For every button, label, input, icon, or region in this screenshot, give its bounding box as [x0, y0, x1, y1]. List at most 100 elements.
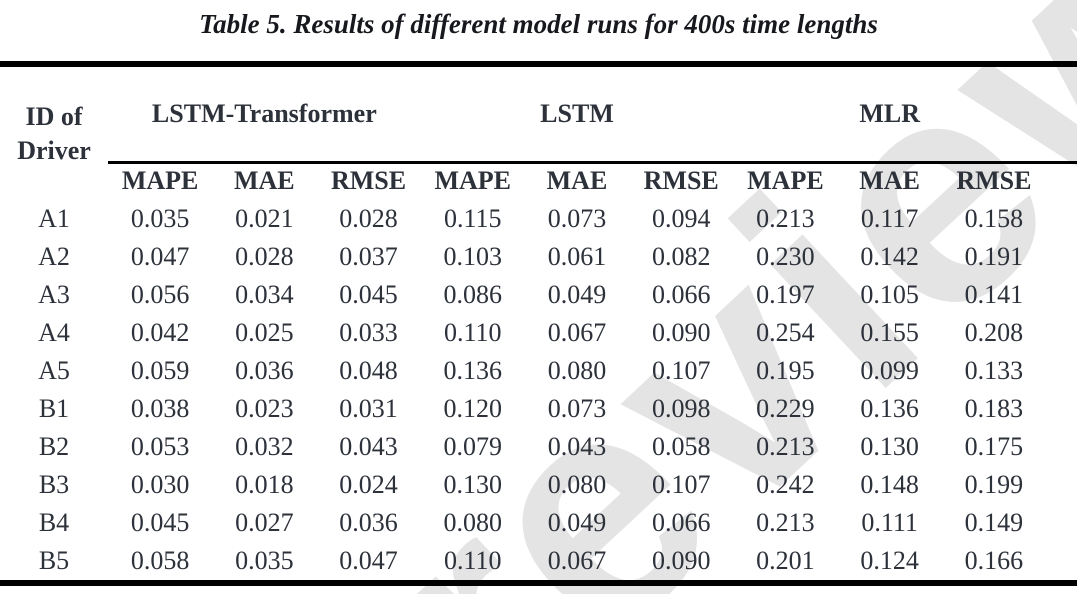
metric-value-cell: 0.027 [235, 508, 294, 537]
metric-value-cell: 0.086 [443, 280, 503, 309]
metric-header: MAPE [747, 165, 824, 195]
metric-value-cell: 0.047 [339, 546, 398, 575]
table-body: A1 0.035 0.021 0.028 0.115 0.073 0.094 0.213 0.1… [0, 200, 1046, 580]
driver-id-cell: A2 [38, 242, 70, 271]
metric-value-cell: 0.090 [651, 318, 711, 347]
metric-value-cell: 0.130 [443, 470, 503, 499]
table-row: A4 0.042 0.025 0.033 0.110 0.067 0.090 0.254 0.1… [0, 314, 1046, 352]
metric-value-cell: 0.230 [756, 242, 815, 271]
table-row: B1 0.038 0.023 0.031 0.120 0.073 0.098 0.229 0.1… [0, 390, 1046, 428]
table-row: A2 0.047 0.028 0.037 0.103 0.061 0.082 0.230 0.1… [0, 238, 1046, 276]
metric-value-cell: 0.110 [443, 546, 502, 575]
group-header-mlr: MLR [859, 99, 920, 128]
metric-value-cell: 0.103 [443, 242, 503, 271]
metric-header: MAE [233, 165, 295, 195]
metric-value-cell: 0.080 [443, 508, 503, 537]
metric-value-cell: 0.043 [547, 432, 607, 461]
metric-value-cell: 0.037 [339, 242, 398, 271]
metric-value-cell: 0.058 [651, 432, 711, 461]
group-header-lstm: LSTM [540, 99, 614, 128]
metric-value-cell: 0.036 [339, 508, 398, 537]
driver-id-cell: A3 [38, 280, 70, 309]
table-row: A1 0.035 0.021 0.028 0.115 0.073 0.094 0.213 0.1… [0, 200, 1046, 238]
metric-value-cell: 0.032 [235, 432, 294, 461]
table-caption: Table 5. Results of different model runs… [199, 9, 878, 39]
metric-header: MAE [859, 165, 920, 195]
metric-value-cell: 0.254 [756, 318, 815, 347]
metric-value-cell: 0.107 [651, 470, 711, 499]
metric-value-cell: 0.117 [860, 204, 919, 233]
driver-id-cell: A1 [38, 204, 70, 233]
metric-value-cell: 0.175 [964, 432, 1024, 461]
metric-value-cell: 0.115 [443, 204, 502, 233]
table-row: B2 0.053 0.032 0.043 0.079 0.043 0.058 0.213 0.1… [0, 428, 1046, 466]
metric-value-cell: 0.142 [860, 242, 919, 271]
metric-value-cell: 0.080 [547, 470, 607, 499]
metric-value-cell: 0.111 [861, 508, 918, 537]
metric-value-cell: 0.079 [443, 432, 503, 461]
metric-value-cell: 0.155 [860, 318, 919, 347]
metric-value-cell: 0.053 [130, 432, 190, 461]
metric-value-cell: 0.038 [130, 394, 190, 423]
metric-value-cell: 0.183 [964, 394, 1024, 423]
metric-value-cell: 0.035 [235, 546, 294, 575]
metric-value-cell: 0.213 [756, 508, 815, 537]
metric-value-cell: 0.066 [651, 280, 711, 309]
metric-value-cell: 0.035 [130, 204, 190, 233]
group-header-lstm-transformer: LSTM-Transformer [151, 99, 377, 128]
metric-value-cell: 0.197 [756, 280, 815, 309]
metric-value-cell: 0.059 [130, 356, 190, 385]
metric-value-cell: 0.021 [235, 204, 294, 233]
metric-value-cell: 0.107 [651, 356, 711, 385]
metric-header-row: MAPE MAE RMSE MAPE MAE RMSE MAPE MAE RMS… [0, 161, 1046, 200]
metric-value-cell: 0.058 [130, 546, 190, 575]
metric-value-cell: 0.229 [756, 394, 815, 423]
driver-id-cell: A4 [38, 318, 70, 347]
metric-value-cell: 0.094 [651, 204, 711, 233]
metric-value-cell: 0.110 [443, 318, 502, 347]
metric-value-cell: 0.031 [339, 394, 398, 423]
metric-value-cell: 0.166 [964, 546, 1024, 575]
metric-value-cell: 0.047 [130, 242, 190, 271]
metric-value-cell: 0.099 [860, 356, 919, 385]
metric-value-cell: 0.048 [339, 356, 398, 385]
table-row: A3 0.056 0.034 0.045 0.086 0.049 0.066 0.197 0.1… [0, 276, 1046, 314]
metric-value-cell: 0.208 [964, 318, 1024, 347]
table-rule-bottom [0, 580, 1077, 586]
metric-value-cell: 0.141 [964, 280, 1024, 309]
metric-value-cell: 0.073 [547, 394, 607, 423]
group-header-row: ID of Driver LSTM-Transformer LSTM MLR [0, 67, 1046, 165]
table-row: B3 0.030 0.018 0.024 0.130 0.080 0.107 0.242 0.1… [0, 466, 1046, 504]
metric-value-cell: 0.034 [235, 280, 294, 309]
metric-value-cell: 0.033 [339, 318, 398, 347]
metric-value-cell: 0.133 [964, 356, 1024, 385]
metric-header: MAPE [121, 165, 199, 195]
metric-value-cell: 0.158 [964, 204, 1024, 233]
metric-value-cell: 0.066 [651, 508, 711, 537]
metric-header: RMSE [330, 165, 407, 195]
metric-value-cell: 0.028 [235, 242, 294, 271]
id-header-line1: ID of [25, 102, 83, 132]
metric-value-cell: 0.213 [756, 432, 815, 461]
table-row: A5 0.059 0.036 0.048 0.136 0.080 0.107 0.195 0.0… [0, 352, 1046, 390]
metric-value-cell: 0.067 [547, 546, 607, 575]
driver-id-cell: B3 [38, 470, 70, 499]
metric-header: MAPE [434, 165, 512, 195]
table-rule-top [0, 61, 1077, 67]
metric-value-cell: 0.242 [756, 470, 815, 499]
metric-value-cell: 0.148 [860, 470, 919, 499]
metric-value-cell: 0.045 [339, 280, 398, 309]
metric-value-cell: 0.043 [339, 432, 398, 461]
metric-value-cell: 0.149 [964, 508, 1024, 537]
metric-value-cell: 0.049 [547, 280, 607, 309]
metric-value-cell: 0.195 [756, 356, 815, 385]
metric-value-cell: 0.213 [756, 204, 815, 233]
driver-id-cell: B1 [38, 394, 70, 423]
driver-id-cell: A5 [38, 356, 70, 385]
metric-value-cell: 0.023 [235, 394, 294, 423]
metric-value-cell: 0.030 [130, 470, 190, 499]
metric-value-cell: 0.049 [547, 508, 607, 537]
metric-value-cell: 0.036 [235, 356, 294, 385]
table-row: B4 0.045 0.027 0.036 0.080 0.049 0.066 0.213 0.1… [0, 504, 1046, 542]
